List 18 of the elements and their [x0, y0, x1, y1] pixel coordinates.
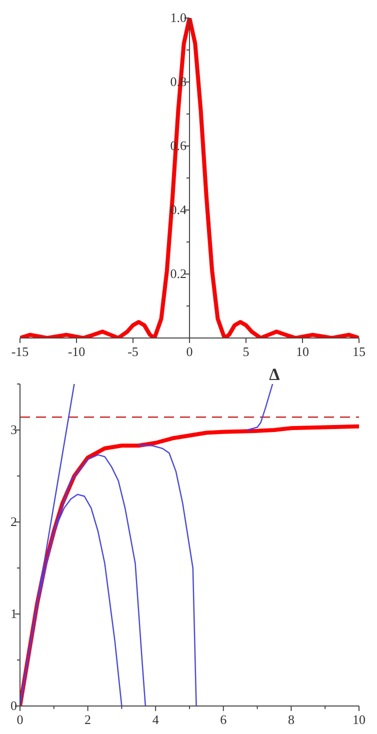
x-tick-label: 6: [220, 712, 228, 727]
y-tick-label: 0: [10, 698, 17, 713]
y-tick-label: 1.0: [170, 10, 186, 25]
y-tick-label: 2: [10, 514, 17, 529]
x-tick-label: 15: [352, 344, 366, 359]
y-tick-label: 1: [10, 606, 17, 621]
x-tick-label: -15: [11, 344, 29, 359]
y-tick-label: 3: [10, 422, 17, 437]
x-tick-label: 5: [242, 344, 250, 359]
x-tick-label: 4: [152, 712, 160, 727]
x-tick-label: 8: [288, 712, 294, 727]
x-axis-title: Δ: [269, 365, 280, 384]
x-tick-label: 2: [84, 712, 92, 727]
y-tick-label: 0.2: [170, 266, 186, 281]
x-tick-label: -10: [68, 344, 86, 359]
x-tick-label: 10: [296, 344, 309, 359]
x-tick-label: -5: [128, 344, 138, 359]
x-tick-label: 10: [352, 712, 366, 727]
